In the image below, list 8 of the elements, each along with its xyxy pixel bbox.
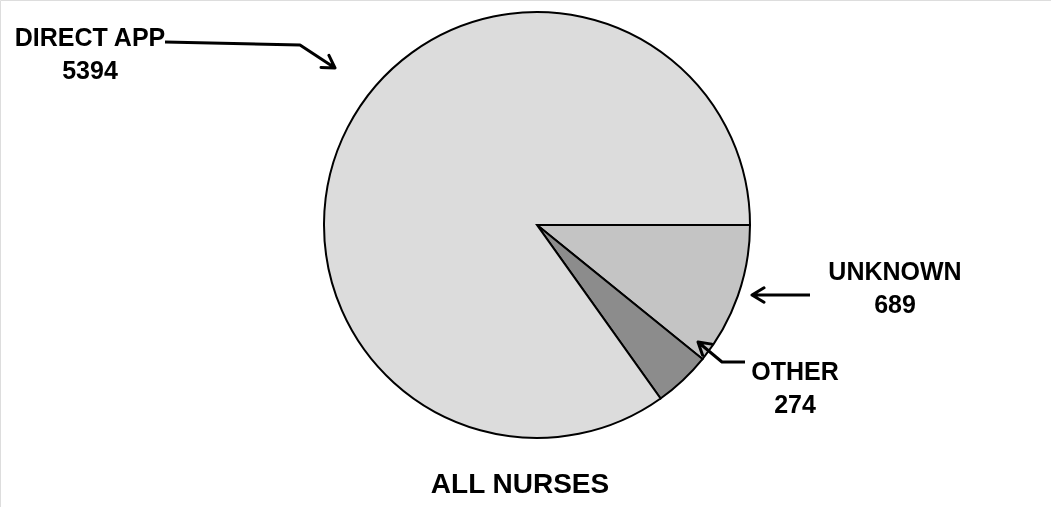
text: ALL NURSES xyxy=(430,468,610,499)
data-label: 689 xyxy=(874,290,916,318)
data-label: 274 xyxy=(774,390,816,418)
slice-label: UNKNOWN xyxy=(828,257,962,285)
slice-label: OTHER xyxy=(751,357,839,385)
pie-slice xyxy=(323,11,751,439)
data-label: 5394 xyxy=(62,56,118,84)
slice-label: DIRECT APP xyxy=(14,23,166,51)
